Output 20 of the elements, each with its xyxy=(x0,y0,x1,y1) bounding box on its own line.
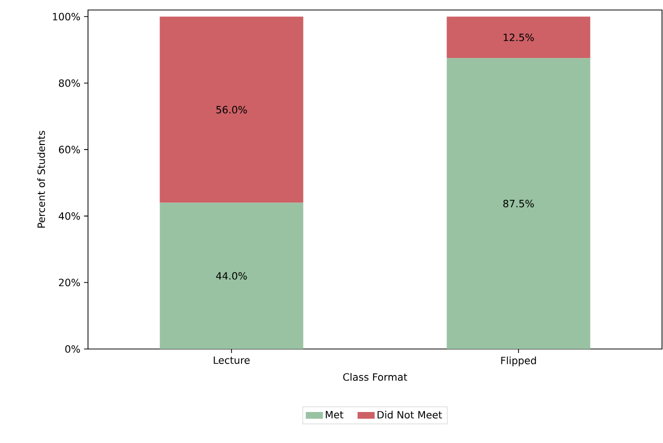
bar xyxy=(446,16,590,58)
y-axis-title: Percent of Students xyxy=(37,130,46,228)
y-tick-label: 40% xyxy=(58,212,80,220)
x-tick-label: Lecture xyxy=(214,356,250,364)
legend-label: Did Not Meet xyxy=(378,410,442,419)
data-label: 12.5% xyxy=(504,34,534,42)
y-tick-label: 80% xyxy=(58,79,80,87)
y-tick-label: 0% xyxy=(65,345,80,353)
data-label: 44.0% xyxy=(216,272,247,280)
y-tick-label: 60% xyxy=(58,146,80,154)
bar xyxy=(160,16,304,203)
data-label: 87.5% xyxy=(503,200,534,208)
y-tick-label: 100% xyxy=(52,12,80,20)
y-tick-label: 20% xyxy=(58,278,80,286)
legend-label: Met xyxy=(326,410,344,418)
x-axis-title: Class Format xyxy=(343,373,408,381)
x-tick-label: Flipped xyxy=(501,356,536,366)
bar xyxy=(160,202,304,349)
data-label: 56.0% xyxy=(216,106,247,114)
bar xyxy=(446,58,590,349)
